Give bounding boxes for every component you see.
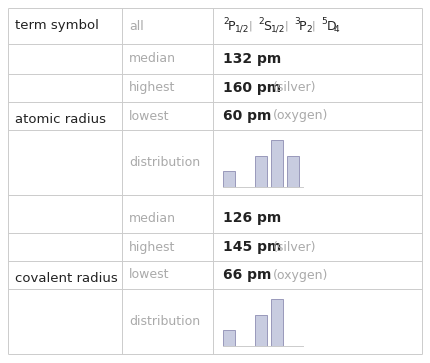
Bar: [223, 330, 235, 346]
Text: 3: 3: [294, 17, 300, 26]
Text: all: all: [129, 20, 144, 33]
Bar: [255, 315, 267, 346]
Text: D: D: [326, 20, 336, 33]
Text: atomic radius: atomic radius: [15, 113, 106, 126]
Text: 2: 2: [306, 25, 312, 34]
Text: 160 pm: 160 pm: [223, 81, 281, 95]
Text: median: median: [129, 212, 176, 224]
Text: highest: highest: [129, 241, 175, 253]
Text: (oxygen): (oxygen): [273, 110, 329, 122]
Text: 4: 4: [333, 25, 339, 34]
Bar: [271, 299, 283, 346]
Text: distribution: distribution: [129, 156, 200, 169]
Bar: [271, 140, 283, 187]
Text: 2: 2: [258, 17, 264, 26]
Bar: [223, 171, 235, 187]
Text: lowest: lowest: [129, 269, 169, 281]
Text: 132 pm: 132 pm: [223, 52, 281, 66]
Text: 1/2: 1/2: [235, 25, 249, 34]
Text: P: P: [228, 20, 236, 33]
Text: median: median: [129, 53, 176, 65]
Bar: [287, 156, 299, 187]
Text: distribution: distribution: [129, 315, 200, 328]
Text: 145 pm: 145 pm: [223, 240, 281, 254]
Text: (silver): (silver): [273, 241, 316, 253]
Text: covalent radius: covalent radius: [15, 272, 118, 285]
Text: lowest: lowest: [129, 110, 169, 122]
Text: (oxygen): (oxygen): [273, 269, 329, 281]
Text: 66 pm: 66 pm: [223, 268, 271, 282]
Text: 60 pm: 60 pm: [223, 109, 271, 123]
Bar: [255, 156, 267, 187]
Text: term symbol: term symbol: [15, 20, 99, 33]
Text: highest: highest: [129, 82, 175, 94]
Text: |: |: [249, 21, 252, 31]
Text: 5: 5: [321, 17, 327, 26]
Text: |: |: [311, 21, 315, 31]
Text: |: |: [284, 21, 288, 31]
Text: P: P: [299, 20, 307, 33]
Text: 2: 2: [223, 17, 229, 26]
Text: 126 pm: 126 pm: [223, 211, 281, 225]
Text: 1/2: 1/2: [270, 25, 285, 34]
Text: (silver): (silver): [273, 82, 316, 94]
Text: S: S: [264, 20, 272, 33]
